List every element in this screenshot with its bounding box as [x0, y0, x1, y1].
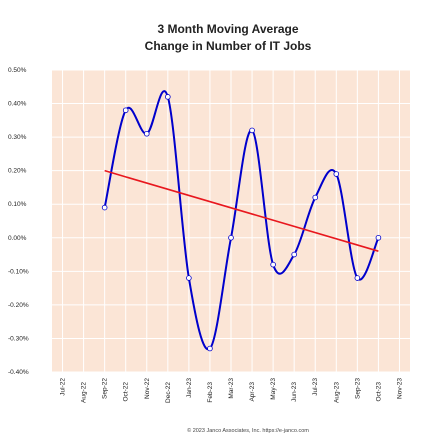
- y-tick-label: -0.40%: [8, 369, 29, 376]
- point: [122, 107, 129, 114]
- x-tick-label: Jul-22: [60, 378, 67, 396]
- x-tick-label: Feb-23: [207, 382, 214, 403]
- x-tick-label: Aug-22: [81, 382, 88, 403]
- y-tick-label: -0.20%: [8, 302, 29, 309]
- x-tick-label: Sep-23: [354, 378, 361, 399]
- point: [270, 261, 276, 268]
- x-tick-label: Nov-23: [396, 378, 403, 399]
- x-tick-label: Dec-22: [165, 382, 172, 403]
- point: [291, 251, 297, 258]
- x-tick-label: May-23: [270, 378, 277, 400]
- y-tick-label: 0.40%: [8, 101, 27, 108]
- y-tick-label: 0.00%: [8, 235, 27, 242]
- trend-line: [104, 169, 379, 252]
- point: [375, 234, 382, 241]
- point: [228, 234, 234, 241]
- chart-title: 3 Month Moving Average: [157, 22, 298, 36]
- point: [249, 127, 255, 134]
- x-tick-label: Jul-23: [312, 378, 319, 396]
- x-tick-label: Jun-23: [291, 382, 298, 402]
- x-tick-label: Mar-23: [228, 378, 235, 399]
- point: [207, 345, 213, 352]
- x-tick-label: Aug-23: [333, 382, 340, 403]
- point: [312, 194, 319, 201]
- x-tick-label: Jan-23: [186, 378, 193, 398]
- y-tick-label: 0.30%: [8, 134, 27, 141]
- source: © 2023 Janco Associates, Inc. https://e-…: [187, 427, 309, 434]
- point: [354, 275, 361, 281]
- x-tick-label: Nov-22: [144, 378, 151, 399]
- line-series: [103, 90, 380, 351]
- point: [101, 204, 108, 211]
- point: [333, 171, 340, 177]
- chart-subtitle: Change in Number of IT Jobs: [145, 39, 312, 53]
- x-tick-label: Oct-23: [375, 382, 382, 402]
- point: [143, 130, 150, 137]
- x-tick-label: Oct-22: [123, 382, 130, 402]
- y-tick-label: 0.50%: [8, 67, 27, 74]
- point: [186, 275, 192, 281]
- x-tick-label: Sep-22: [102, 378, 109, 399]
- y-tick-label: -0.30%: [8, 335, 29, 342]
- x-tick-label: Apr-23: [249, 382, 256, 402]
- y-tick-label: -0.10%: [8, 268, 29, 275]
- point: [165, 94, 171, 100]
- y-tick-label: 0.10%: [8, 201, 27, 208]
- y-tick-label: 0.20%: [8, 168, 27, 175]
